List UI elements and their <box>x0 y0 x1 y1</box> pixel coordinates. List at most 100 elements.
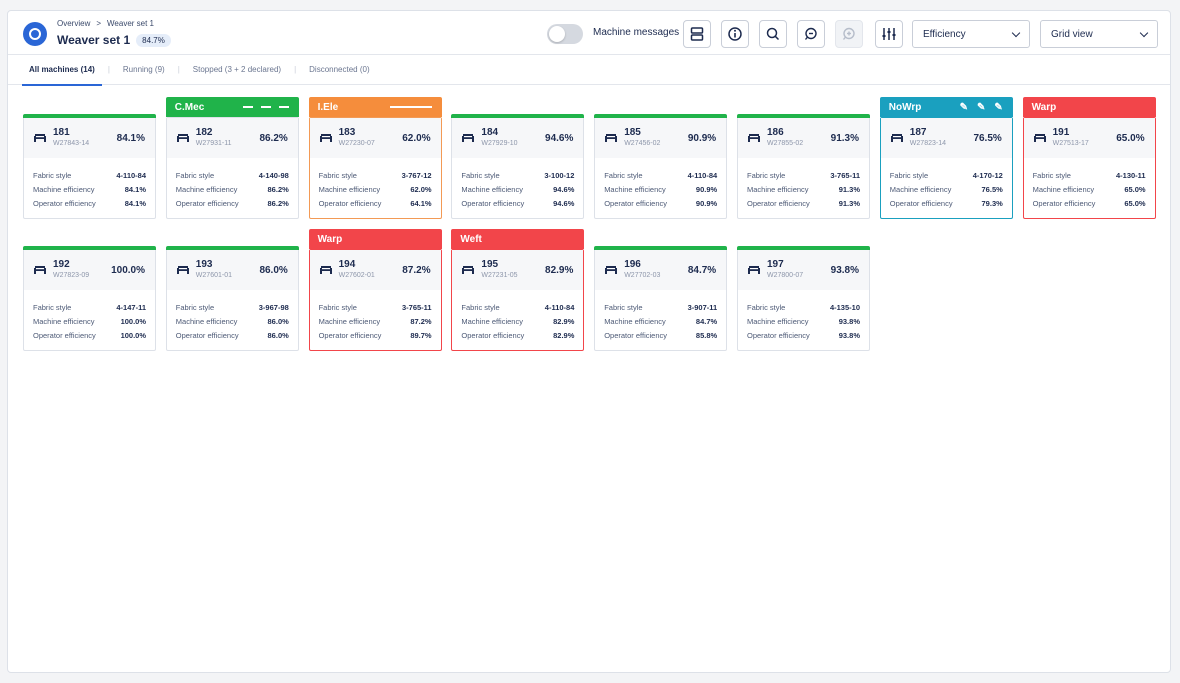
zoom-in-button[interactable] <box>835 20 863 48</box>
fabric-style-label: Fabric style <box>604 170 643 180</box>
stop-reason-label: NoWrp <box>888 101 922 113</box>
machine-card-header: 184 W27929-10 94.6% <box>452 118 584 158</box>
stop-reason-banner[interactable]: I.Ele <box>308 97 442 117</box>
tab-disconnected[interactable]: Disconnected (0) <box>309 65 370 74</box>
stop-reason-banner[interactable]: Weft <box>451 229 585 249</box>
zoom-out-button[interactable] <box>797 20 825 48</box>
operator-efficiency-row: Operator efficiency 93.8% <box>747 328 860 342</box>
machine-efficiency-detail: 82.9% <box>553 316 575 326</box>
operator-efficiency-row: Operator efficiency 94.6% <box>461 196 574 210</box>
operator-efficiency-row: Operator efficiency 100.0% <box>33 328 146 342</box>
machine-efficiency-row: Machine efficiency 82.9% <box>461 314 574 328</box>
fabric-style-label: Fabric style <box>318 302 357 312</box>
machine-messages-toggle[interactable] <box>547 24 583 44</box>
machine-card-header: 183 W27230-07 62.0% <box>309 118 441 158</box>
machine-card-details: Fabric style 4-170-12 Machine efficiency 7… <box>881 158 1012 218</box>
fabric-style-value: 4-135-10 <box>829 302 860 312</box>
machine-card-195[interactable]: 195 W27231-05 82.9% Fabric style 4-110-84… <box>451 229 585 351</box>
operator-efficiency-detail: 86.0% <box>267 330 289 340</box>
machine-card-181[interactable]: 181 W27843-14 84.1% Fabric style 4-110-84… <box>23 114 156 219</box>
fabric-style-label: Fabric style <box>33 170 72 180</box>
operator-efficiency-detail: 79.3% <box>981 198 1003 208</box>
fabric-style-value: 3-907-11 <box>687 302 718 312</box>
machine-card-196[interactable]: 196 W27702-03 84.7% Fabric style 3-907-11… <box>594 246 728 351</box>
machine-id: W27800-07 <box>767 272 804 279</box>
operator-efficiency-row: Operator efficiency 64.1% <box>319 196 432 210</box>
machine-efficiency-detail: 94.6% <box>553 184 575 194</box>
machine-card-header: 181 W27843-14 84.1% <box>24 118 155 158</box>
fabric-style-row: Fabric style 4-135-10 <box>747 300 860 314</box>
loom-icon <box>1033 134 1046 142</box>
stop-reason-banner[interactable]: C.Mec <box>165 97 299 117</box>
machine-card-194[interactable]: 194 W27602-01 87.2% Fabric style 3-765-11… <box>308 229 442 351</box>
pencil-icons: ✎ ✎ ✎ <box>960 102 1003 113</box>
stop-reason-label: Warp <box>317 233 343 245</box>
machine-efficiency-value: 86.0% <box>259 265 288 276</box>
machine-efficiency-detail: 87.2% <box>410 316 432 326</box>
machine-card-185[interactable]: 185 W27456-02 90.9% Fabric style 4-110-84… <box>594 114 728 219</box>
efficiency-badge: 84.7% <box>136 33 171 47</box>
fabric-style-row: Fabric style 4-130-11 <box>1033 168 1146 182</box>
operator-efficiency-label: Operator efficiency <box>604 198 667 208</box>
loom-icon <box>34 266 46 274</box>
running-status-bar <box>594 246 728 250</box>
stop-reason-banner[interactable]: NoWrp ✎ ✎ ✎ <box>879 97 1013 117</box>
machine-card-184[interactable]: 184 W27929-10 94.6% Fabric style 3-100-12… <box>451 114 585 219</box>
machine-id: W27855-02 <box>767 140 804 147</box>
operator-efficiency-detail: 85.8% <box>695 330 718 340</box>
info-button[interactable] <box>721 20 749 48</box>
running-status-bar <box>737 114 870 118</box>
machine-card-186[interactable]: 186 W27855-02 91.3% Fabric style 3-765-11… <box>737 114 870 219</box>
machine-card-header: 185 W27456-02 90.9% <box>595 118 727 158</box>
chevron-down-icon <box>1011 28 1021 37</box>
stop-reason-banner[interactable]: Warp <box>308 229 442 249</box>
breadcrumb-overview[interactable]: Overview <box>57 19 91 28</box>
pencil-icon: ✎ <box>959 101 969 113</box>
machine-card-192[interactable]: 192 W27823-09 100.0% Fabric style 4-147-1… <box>23 246 156 351</box>
machine-card-182[interactable]: 182 W27931-11 86.2% Fabric style 4-140-98… <box>165 97 299 219</box>
machine-efficiency-value: 93.8% <box>830 265 859 276</box>
tab-all-machines[interactable]: All machines (14) <box>22 55 102 86</box>
machine-messages-label: Machine messages <box>593 27 680 38</box>
running-status-bar <box>451 114 585 118</box>
stop-reason-label: C.Mec <box>174 101 205 113</box>
fabric-style-value: 4-130-11 <box>1115 170 1146 180</box>
tab-stopped[interactable]: Stopped (3 + 2 declared) <box>192 65 282 74</box>
rows-icon <box>690 27 704 41</box>
fabric-style-label: Fabric style <box>318 170 357 180</box>
running-status-bar <box>23 246 156 250</box>
machine-card-header: 186 W27855-02 91.3% <box>738 118 869 158</box>
machine-card-193[interactable]: 193 W27601-01 86.0% Fabric style 3-967-98… <box>165 246 299 351</box>
machine-card-details: Fabric style 3-100-12 Machine efficiency 9… <box>452 158 583 218</box>
machine-efficiency-value: 90.9% <box>687 133 717 144</box>
machine-efficiency-detail: 84.1% <box>124 184 146 194</box>
page-title-text: Weaver set 1 <box>57 33 131 47</box>
machine-card-details: Fabric style 4-147-11 Machine efficiency 1… <box>24 290 155 350</box>
tab-running[interactable]: Running (9) <box>122 65 165 74</box>
search-button[interactable] <box>759 20 787 48</box>
view-select[interactable]: Grid view <box>1040 20 1158 48</box>
machine-card-183[interactable]: 183 W27230-07 62.0% Fabric style 3-767-12… <box>308 97 442 219</box>
machine-card-197[interactable]: 197 W27800-07 93.8% Fabric style 4-135-10… <box>737 246 870 351</box>
stop-reason-banner[interactable]: Warp <box>1022 97 1156 117</box>
machine-id: W27601-01 <box>195 272 232 279</box>
fabric-style-row: Fabric style 4-110-84 <box>604 168 717 182</box>
machine-efficiency-detail: 86.2% <box>267 184 289 194</box>
fabric-style-row: Fabric style 4-140-98 <box>176 168 289 182</box>
fabric-style-value: 3-967-98 <box>258 302 289 312</box>
stop-reason-label: Warp <box>1031 101 1057 113</box>
operator-efficiency-detail: 84.1% <box>124 198 146 208</box>
stop-reason-label: I.Ele <box>317 101 339 113</box>
machine-card-191[interactable]: 191 W27513-17 65.0% Fabric style 4-130-11… <box>1022 97 1156 219</box>
machine-efficiency-label: Machine efficiency <box>461 184 523 194</box>
layout-rows-button[interactable] <box>683 20 711 48</box>
filter-settings-button[interactable] <box>875 20 903 48</box>
machine-card-header: 196 W27702-03 84.7% <box>595 250 727 290</box>
app-logo-icon[interactable] <box>23 22 47 46</box>
machine-efficiency-detail: 86.0% <box>267 316 289 326</box>
zoom-out-icon <box>804 27 817 40</box>
metric-select[interactable]: Efficiency <box>912 20 1030 48</box>
machine-card-187[interactable]: 187 W27823-14 76.5% Fabric style 4-170-12… <box>879 97 1013 219</box>
fabric-style-row: Fabric style 4-147-11 <box>33 300 146 314</box>
tab-divider: | <box>107 65 110 74</box>
